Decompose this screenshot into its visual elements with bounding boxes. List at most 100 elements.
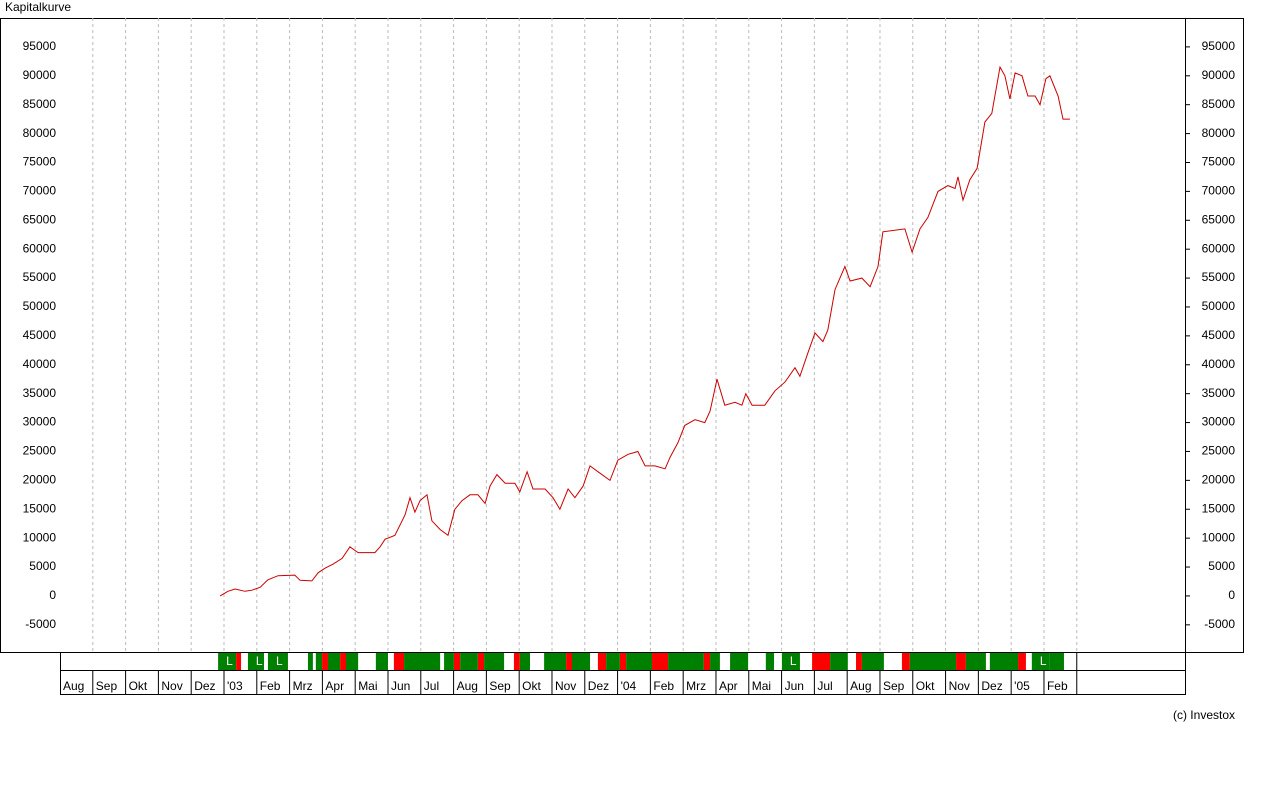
- signal-segment: [861, 653, 884, 670]
- x-tick-label: Sep: [96, 679, 118, 693]
- signal-segment: [566, 653, 572, 670]
- signal-segment: [340, 653, 347, 670]
- signal-segment: [393, 653, 405, 670]
- signal-segment: [781, 653, 800, 670]
- y-tick-label: 65000: [23, 212, 57, 226]
- y2-tick-label: 95000: [1202, 39, 1236, 53]
- signal-label: L: [276, 654, 283, 668]
- signal-segment: [218, 653, 237, 670]
- y2-tick-label: 35000: [1202, 386, 1236, 400]
- x-tick-label: Feb: [653, 679, 674, 693]
- signal-segment: [989, 653, 1019, 670]
- signal-segment: [267, 653, 288, 670]
- signal-segment: [812, 653, 831, 670]
- y2-tick-label: 85000: [1202, 97, 1236, 111]
- y-tick-label: 25000: [23, 444, 57, 458]
- x-tick-label: Jul: [424, 679, 439, 693]
- signal-segment: [484, 653, 505, 670]
- y-tick-label: 45000: [23, 328, 57, 342]
- signal-segment: [404, 653, 441, 670]
- signal-label: L: [256, 654, 263, 668]
- x-tick-label: Okt: [129, 679, 148, 693]
- signal-segment: [513, 653, 520, 670]
- y2-tick-label: 55000: [1202, 270, 1236, 284]
- y2-tick-label: 60000: [1202, 241, 1236, 255]
- x-tick-label: Sep: [489, 679, 511, 693]
- signal-segment: [519, 653, 531, 670]
- x-tick-label: Mai: [752, 679, 771, 693]
- signal-segment: [444, 653, 454, 670]
- y2-tick-label: 45000: [1202, 328, 1236, 342]
- y-tick-label: 50000: [23, 299, 57, 313]
- signal-segment: [247, 653, 265, 670]
- signal-segment: [668, 653, 704, 670]
- y-tick-label: 5000: [29, 559, 56, 573]
- signal-segment: [1031, 653, 1050, 670]
- y2-tick-label: 80000: [1202, 126, 1236, 140]
- y-tick-label: 60000: [23, 241, 57, 255]
- y-tick-label: -5000: [25, 617, 56, 631]
- x-tick-label: '05: [1014, 679, 1030, 693]
- y-tick-label: 70000: [23, 184, 57, 198]
- y2-tick-label: 50000: [1202, 299, 1236, 313]
- y-tick-label: 80000: [23, 126, 57, 140]
- credit: (c) Investox: [1173, 708, 1235, 722]
- x-tick-label: Nov: [555, 679, 576, 693]
- y-tick-label: 90000: [23, 68, 57, 82]
- y2-tick-label: 90000: [1202, 68, 1236, 82]
- signal-segment: [597, 653, 607, 670]
- x-tick-label: Okt: [522, 679, 541, 693]
- signal-segment: [652, 653, 669, 670]
- month-row-frame: [60, 670, 1186, 695]
- y2-tick-label: 25000: [1202, 444, 1236, 458]
- x-tick-label: Apr: [719, 679, 738, 693]
- y-tick-label: 35000: [23, 386, 57, 400]
- signal-segment: [856, 653, 862, 670]
- signal-segment: [477, 653, 485, 670]
- x-tick-label: Sep: [883, 679, 905, 693]
- y2-tick-label: 5000: [1208, 559, 1235, 573]
- y-tick-label: 40000: [23, 357, 57, 371]
- x-tick-label: Nov: [161, 679, 182, 693]
- x-tick-label: Feb: [1047, 679, 1068, 693]
- y2-tick-label: 0: [1228, 588, 1235, 602]
- x-tick-label: Apr: [325, 679, 344, 693]
- signal-segment: [765, 653, 775, 670]
- chart-title: Kapitalkurve: [5, 0, 71, 14]
- signal-segment: [703, 653, 711, 670]
- x-tick-label: Jun: [391, 679, 410, 693]
- x-tick-label: Mai: [358, 679, 377, 693]
- signal-segment: [322, 653, 328, 670]
- y2-tick-label: -5000: [1204, 617, 1235, 631]
- y2-tick-label: 30000: [1202, 415, 1236, 429]
- x-tick-label: Dez: [981, 679, 1002, 693]
- signal-segment: [606, 653, 620, 670]
- signal-segment: [453, 653, 461, 670]
- y-tick-label: 10000: [23, 530, 57, 544]
- y2-tick-label: 40000: [1202, 357, 1236, 371]
- signal-segment: [460, 653, 478, 670]
- y-tick-label: 20000: [23, 473, 57, 487]
- signal-segment: [710, 653, 720, 670]
- signal-segment: [626, 653, 653, 670]
- x-tick-label: Dez: [194, 679, 215, 693]
- x-tick-label: Jul: [817, 679, 832, 693]
- signal-segment: [619, 653, 627, 670]
- x-tick-label: Aug: [850, 679, 871, 693]
- signal-label: L: [1040, 654, 1047, 668]
- signal-segment: [571, 653, 591, 670]
- x-tick-label: Okt: [916, 679, 935, 693]
- signal-segment: [909, 653, 957, 670]
- signal-segment: [1049, 653, 1064, 670]
- y2-tick-label: 20000: [1202, 473, 1236, 487]
- y-tick-label: 55000: [23, 270, 57, 284]
- y-tick-label: 95000: [23, 39, 57, 53]
- signal-segment: [1018, 653, 1026, 670]
- signal-segment: [236, 653, 242, 670]
- x-tick-label: '04: [621, 679, 637, 693]
- y-tick-label: 15000: [23, 501, 57, 515]
- signal-label: L: [226, 654, 233, 668]
- x-tick-label: Aug: [457, 679, 478, 693]
- x-tick-label: Dez: [588, 679, 609, 693]
